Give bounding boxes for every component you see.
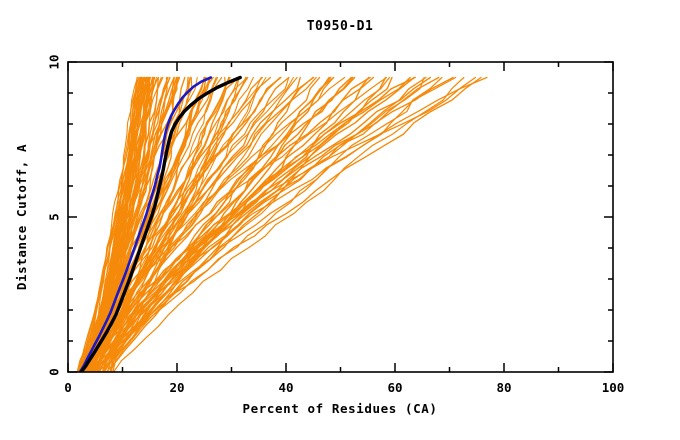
highlight-curve-second-model-blue	[78, 76, 213, 372]
ensemble-curve	[82, 76, 249, 372]
y-tick-label: 0	[47, 368, 62, 376]
ensemble-curve	[79, 76, 151, 372]
highlight-curve-best-model-black	[79, 75, 242, 372]
ensemble-curve	[78, 76, 207, 372]
x-tick-label: 80	[496, 380, 511, 395]
chart-title: T0950-D1	[307, 19, 374, 34]
x-tick-label: 0	[64, 380, 72, 395]
ensemble-curve	[85, 76, 443, 372]
y-tick-label: 5	[47, 213, 62, 221]
ensemble-curve	[98, 76, 440, 372]
ensemble-curve	[112, 76, 488, 372]
ensemble-curve	[109, 76, 457, 372]
x-tick-label: 20	[169, 380, 184, 395]
ensemble-curve	[92, 76, 416, 372]
x-tick-label: 100	[602, 380, 625, 395]
ensemble-curve	[78, 76, 482, 372]
y-axis-title: Distance Cutoff, A	[14, 144, 29, 290]
ensemble-curve	[76, 76, 281, 372]
ensemble-curve	[113, 76, 465, 372]
ensemble-curve	[101, 76, 317, 372]
ensemble-curves	[76, 76, 488, 372]
x-tick-label: 60	[387, 380, 402, 395]
ensemble-curve	[96, 76, 415, 372]
ensemble-curve	[96, 76, 315, 372]
axis-ticks	[67, 61, 614, 373]
ensemble-curve	[80, 76, 138, 372]
axes	[67, 61, 614, 373]
y-tick-label: 10	[47, 54, 62, 69]
highlight-curves	[78, 75, 242, 372]
ensemble-curve	[92, 76, 387, 372]
ensemble-curve	[110, 76, 454, 372]
x-axis-title: Percent of Residues (CA)	[242, 401, 437, 416]
ensemble-curve	[84, 76, 189, 372]
ensemble-curve	[81, 76, 335, 372]
ensemble-curve	[85, 76, 301, 372]
ensemble-curve	[102, 76, 391, 372]
x-tick-label: 40	[278, 380, 293, 395]
ensemble-curve	[109, 76, 425, 372]
ensemble-curve	[84, 76, 388, 372]
ensemble-curve	[90, 76, 371, 372]
axis-labels: 0 20 40 60 80 100 0 5 10	[47, 54, 625, 395]
